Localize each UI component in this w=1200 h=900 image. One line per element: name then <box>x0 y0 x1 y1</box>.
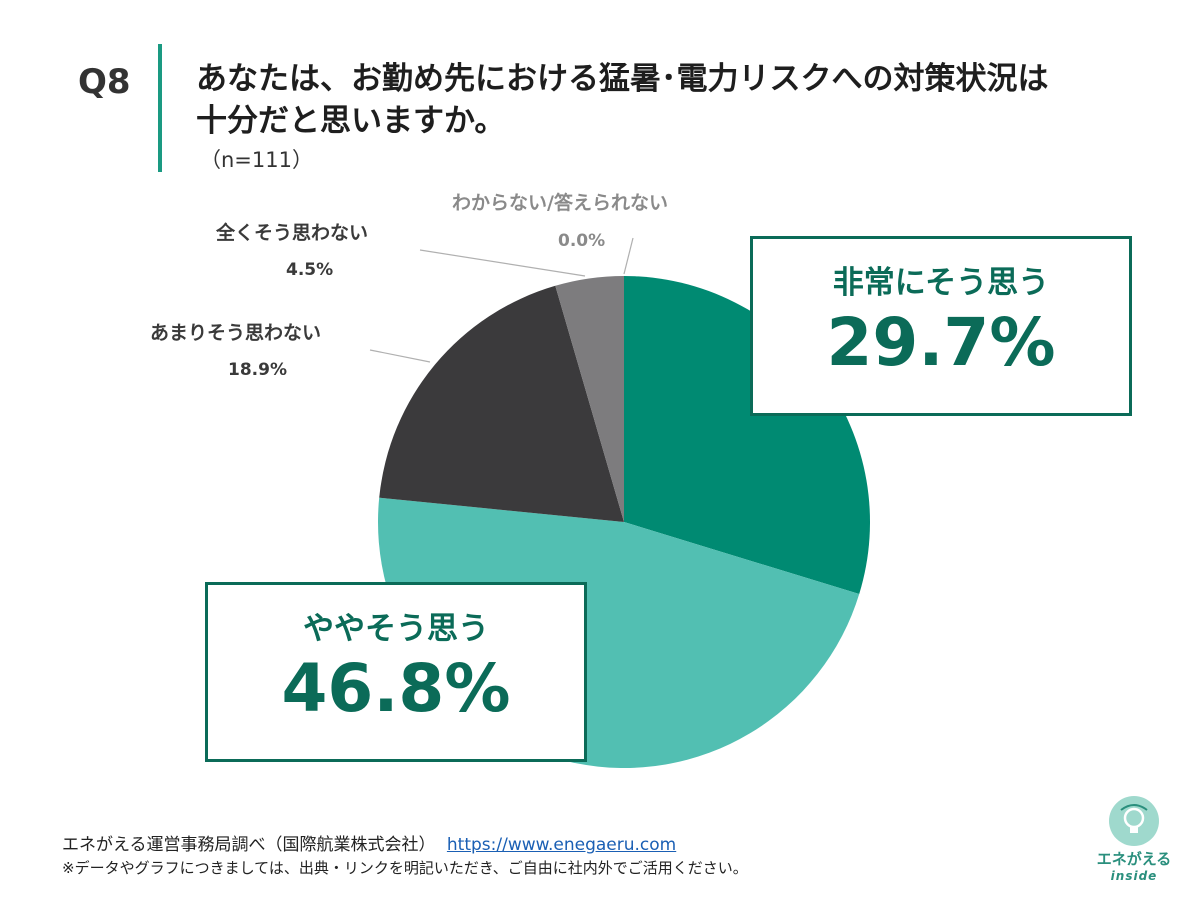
callout-yaya-value: 46.8% <box>281 650 511 727</box>
sample-size: （n=111） <box>200 148 313 172</box>
source-text: エネがえる運営事務局調べ（国際航業株式会社） <box>62 835 436 855</box>
source-link[interactable]: https://www.enegaeru.com <box>446 835 677 855</box>
leader-lines <box>369 237 634 363</box>
leader-line-amari <box>369 349 431 363</box>
slice-zenzen <box>555 276 624 522</box>
label-amari-name: あまりそう思わない <box>150 322 322 344</box>
question-title: あなたは、お勤め先における猛暑･電力リスクへの対策状況は 十分だと思いますか。 <box>196 58 1096 142</box>
leader-line-wakaranai <box>623 237 634 275</box>
callout-hijouni-name: 非常にそう思う <box>832 265 1050 301</box>
callout-yaya-name: ややそう思う <box>303 611 489 647</box>
header-accent-bar <box>158 44 162 172</box>
brand-logo: エネがえる inside <box>1092 796 1176 886</box>
logo-text: エネがえる <box>1096 850 1172 868</box>
logo-subtext: inside <box>1110 869 1158 883</box>
callout-yaya: ややそう思う 46.8% <box>205 582 587 762</box>
question-title-line-2: 十分だと思いますか。 <box>196 103 506 139</box>
callout-hijouni-value: 29.7% <box>826 304 1056 381</box>
lightbulb-icon <box>1109 796 1159 846</box>
label-wakaranai-value: 0.0% <box>558 231 606 251</box>
label-zenzen-name: 全くそう思わない <box>216 222 369 244</box>
question-title-line-1: あなたは、お勤め先における猛暑･電力リスクへの対策状況は <box>196 61 1049 97</box>
question-number: Q8 <box>78 62 131 102</box>
leader-line-zenzen <box>419 249 586 277</box>
label-amari-value: 18.9% <box>228 360 287 380</box>
slice-hijouni <box>624 276 871 595</box>
source-line: エネがえる運営事務局調べ（国際航業株式会社） https://www.enega… <box>62 830 676 855</box>
usage-note: ※データやグラフにつきましては、出典・リンクを明記いただき、ご自由に社内外でご活… <box>62 859 748 877</box>
label-zenzen-value: 4.5% <box>286 260 334 280</box>
slice-amari <box>379 285 624 522</box>
callout-hijouni: 非常にそう思う 29.7% <box>750 236 1132 416</box>
label-wakaranai-name: わからない/答えられない <box>452 192 668 214</box>
